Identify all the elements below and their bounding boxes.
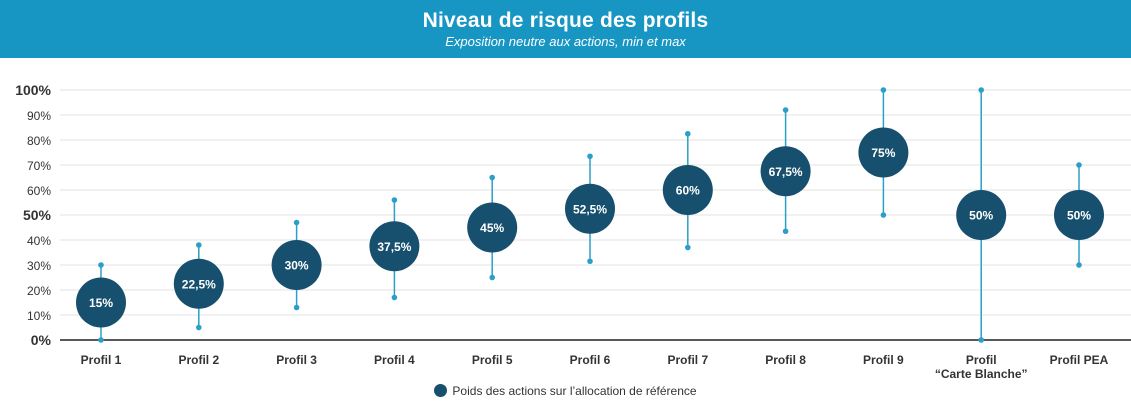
y-tick-label: 50% xyxy=(23,207,52,223)
min-point xyxy=(489,274,496,281)
x-tick-label: Profil “Carte Blanche” xyxy=(935,353,1028,380)
y-tick-label: 80% xyxy=(27,134,51,148)
y-tick-label: 40% xyxy=(27,234,51,248)
y-tick-label: 20% xyxy=(27,284,51,298)
bubble xyxy=(565,183,615,234)
y-tick-label: 100% xyxy=(15,82,51,98)
x-tick-label: Profil PEA xyxy=(1050,353,1109,367)
data-label: 45% xyxy=(480,221,504,235)
min-point xyxy=(880,212,887,218)
y-tick-label: 30% xyxy=(27,259,51,273)
min-point xyxy=(196,324,202,331)
bubble xyxy=(760,146,811,197)
data-label: 67,5% xyxy=(769,165,803,179)
data-label: 52,5% xyxy=(573,202,607,216)
bubble xyxy=(662,165,713,215)
max-point xyxy=(391,197,398,203)
max-point xyxy=(880,87,887,93)
risk-bubble-chart: 0% 10% 20% 30% 40% 50% 60% 70% 80% 90% 100% Profil … xyxy=(15,82,1131,380)
chart-subtitle: Exposition neutre aux actions, min et ma… xyxy=(445,34,686,49)
bubble xyxy=(76,277,126,328)
max-point xyxy=(587,153,593,160)
min-point xyxy=(978,337,984,343)
chart-header: Niveau de risque des profils Exposition … xyxy=(0,0,1131,58)
data-label: 37,5% xyxy=(377,240,411,254)
y-tick-label: 0% xyxy=(31,332,52,348)
data-label: 60% xyxy=(676,184,700,198)
x-tick-label: Profil 2 xyxy=(178,353,219,367)
max-point xyxy=(196,242,202,248)
x-tick-label: Profil 4 xyxy=(374,353,415,367)
data-label: 22,5% xyxy=(182,277,216,291)
min-point xyxy=(782,228,789,235)
data-label: 75% xyxy=(871,146,895,160)
max-point xyxy=(293,219,300,226)
x-tick-label: Profil 1 xyxy=(81,353,122,367)
x-tick-label: Profil 5 xyxy=(472,353,513,367)
bubble xyxy=(956,190,1007,240)
y-tick-label: 70% xyxy=(27,159,51,173)
x-tick-label: Profil 6 xyxy=(570,353,611,367)
bubble xyxy=(271,240,322,290)
bubble xyxy=(1054,190,1104,240)
min-point xyxy=(685,244,691,251)
min-point xyxy=(293,304,300,311)
y-tick-label: 90% xyxy=(27,109,51,123)
chart-legend: Poids des actions sur l’allocation de ré… xyxy=(0,384,1131,398)
min-point xyxy=(1076,262,1082,268)
bubble xyxy=(173,258,224,309)
data-label: 50% xyxy=(969,209,993,223)
max-point xyxy=(489,174,496,181)
y-tick-label: 10% xyxy=(27,309,51,323)
data-label: 50% xyxy=(1067,209,1091,223)
y-tick-label: 60% xyxy=(27,184,51,198)
legend-label: Poids des actions sur l’allocation de ré… xyxy=(452,384,697,398)
max-point xyxy=(685,130,691,137)
x-tick-label: Profil 3 xyxy=(276,353,317,367)
x-tick-label: Profil 7 xyxy=(667,353,708,367)
min-point xyxy=(587,258,593,265)
bubble xyxy=(369,221,420,272)
x-tick-label: Profil 8 xyxy=(765,353,806,367)
chart-title: Niveau de risque des profils xyxy=(422,9,709,32)
max-point xyxy=(98,262,104,268)
bubble xyxy=(858,127,909,178)
bubble xyxy=(467,202,518,253)
data-label: 15% xyxy=(89,296,113,310)
min-point xyxy=(391,294,398,301)
max-point xyxy=(1076,162,1082,168)
max-point xyxy=(978,87,984,93)
data-label: 30% xyxy=(285,259,309,273)
legend-marker xyxy=(434,384,448,397)
min-point xyxy=(98,337,104,343)
x-tick-label: Profil 9 xyxy=(863,353,904,367)
max-point xyxy=(782,107,789,113)
